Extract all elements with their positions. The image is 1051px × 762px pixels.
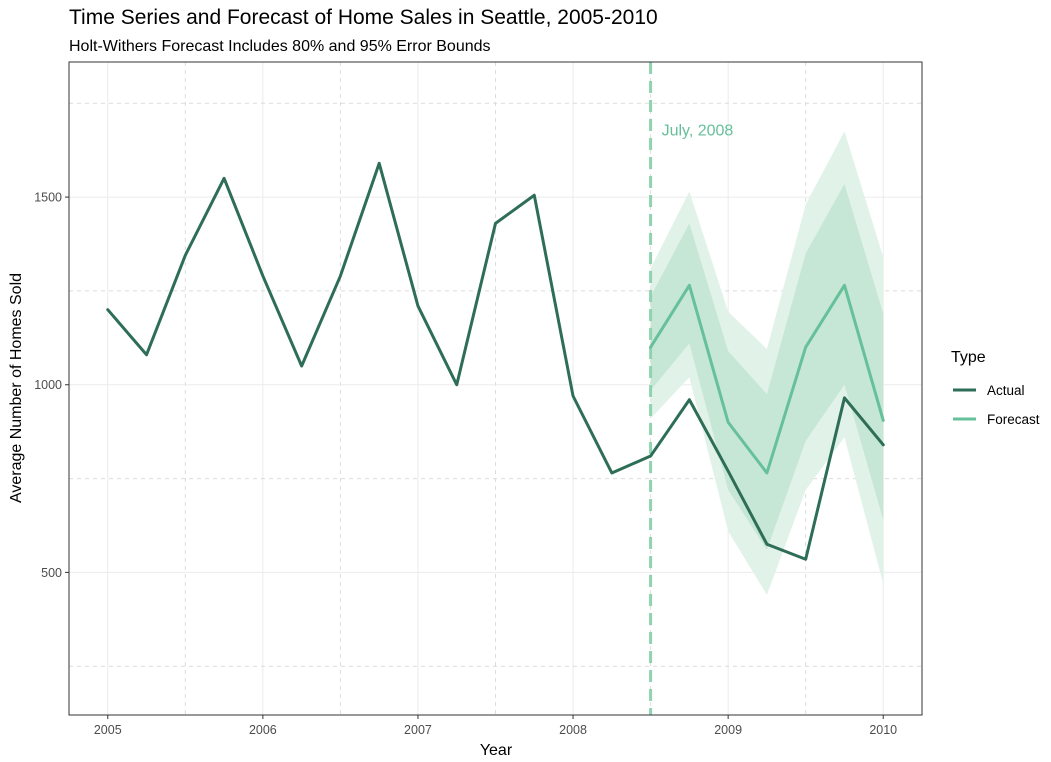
x-tick-label: 2008 [559, 723, 587, 737]
y-axis-ticks: 500 1000 1500 [34, 191, 69, 580]
error-band-80 [650, 183, 884, 550]
y-tick-label: 1000 [34, 378, 62, 392]
annotation-july-2008: July, 2008 [662, 123, 734, 140]
x-tick-label: 2009 [714, 723, 742, 737]
x-tick-label: 2010 [869, 723, 897, 737]
x-axis-ticks: 2005 2006 2007 2008 2009 2010 [94, 715, 897, 737]
band-80-area [650, 183, 884, 550]
legend-title: Type [951, 349, 986, 366]
series-line-forecast [649, 283, 885, 475]
series-lines [106, 161, 885, 561]
legend: Type Actual Forecast [951, 349, 1040, 427]
y-axis-title: Average Number of Homes Sold [8, 273, 25, 503]
x-tick-label: 2006 [249, 723, 277, 737]
chart-title: Time Series and Forecast of Home Sales i… [69, 6, 658, 29]
series-line-actual [106, 161, 885, 561]
panel-border [68, 61, 923, 716]
legend-label-forecast: Forecast [987, 412, 1040, 427]
chart-subtitle: Holt-Withers Forecast Includes 80% and 9… [69, 38, 491, 55]
annotations: July, 2008 [662, 123, 734, 140]
x-tick-label: 2007 [404, 723, 432, 737]
y-tick-label: 500 [41, 566, 62, 580]
x-axis-title: Year [480, 742, 513, 759]
legend-label-actual: Actual [987, 383, 1025, 398]
y-tick-label: 1500 [34, 191, 62, 205]
x-tick-label: 2005 [94, 723, 122, 737]
